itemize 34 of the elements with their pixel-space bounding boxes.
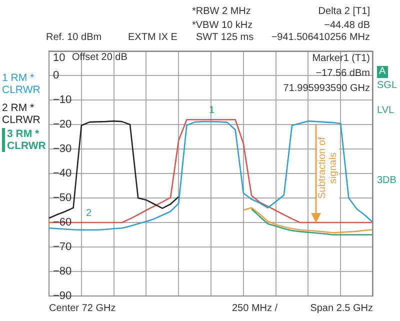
annotation: 2	[86, 208, 92, 220]
legend-label: 3 RM * CLRWR	[2, 128, 51, 152]
y-tick-label: −80	[53, 266, 72, 278]
y-tick-label: −50	[53, 192, 72, 204]
text: Ref. 10 dBm	[46, 32, 102, 44]
text: 2 RM * CLRWR	[2, 102, 42, 126]
y-tick-label: 10	[53, 52, 66, 64]
text: 250 MHz /	[232, 303, 278, 315]
annotation: −17.56 dBm	[316, 68, 370, 80]
annotation: 1	[209, 105, 215, 117]
annotation: Marker1 (T1)	[312, 53, 370, 65]
text: Delta 2 [T1]	[318, 6, 370, 18]
y-tick-label: −20	[53, 118, 72, 131]
text: 1 RM * CLRWR	[2, 72, 42, 96]
text: *VBW 10 kHz	[192, 20, 253, 32]
text: *RBW 2 MHz	[192, 6, 251, 18]
text: −44.48 dB	[324, 20, 370, 32]
y-tick-label: 0	[53, 70, 60, 82]
annotation: Subtraction of signals	[317, 133, 339, 203]
text: EXTM IX E	[128, 32, 178, 44]
y-tick-label: −30	[53, 143, 72, 156]
text: LVL	[377, 105, 394, 117]
text: SWT 125 ms	[196, 32, 254, 44]
annotation: 71.995993590 GHz	[283, 83, 370, 95]
text: Center 72 GHz	[49, 303, 116, 315]
text: −941.506410256 MHz	[271, 32, 370, 44]
y-tick-label: −10	[53, 94, 72, 106]
annotation: Offset 20 dB	[72, 52, 128, 64]
text: 3DB	[377, 175, 396, 187]
y-tick-label: −70	[53, 241, 72, 254]
y-tick-label: −40	[53, 168, 72, 180]
text: Span 2.5 GHz	[310, 303, 373, 315]
text: A	[377, 66, 388, 78]
text: SGL	[377, 80, 398, 92]
